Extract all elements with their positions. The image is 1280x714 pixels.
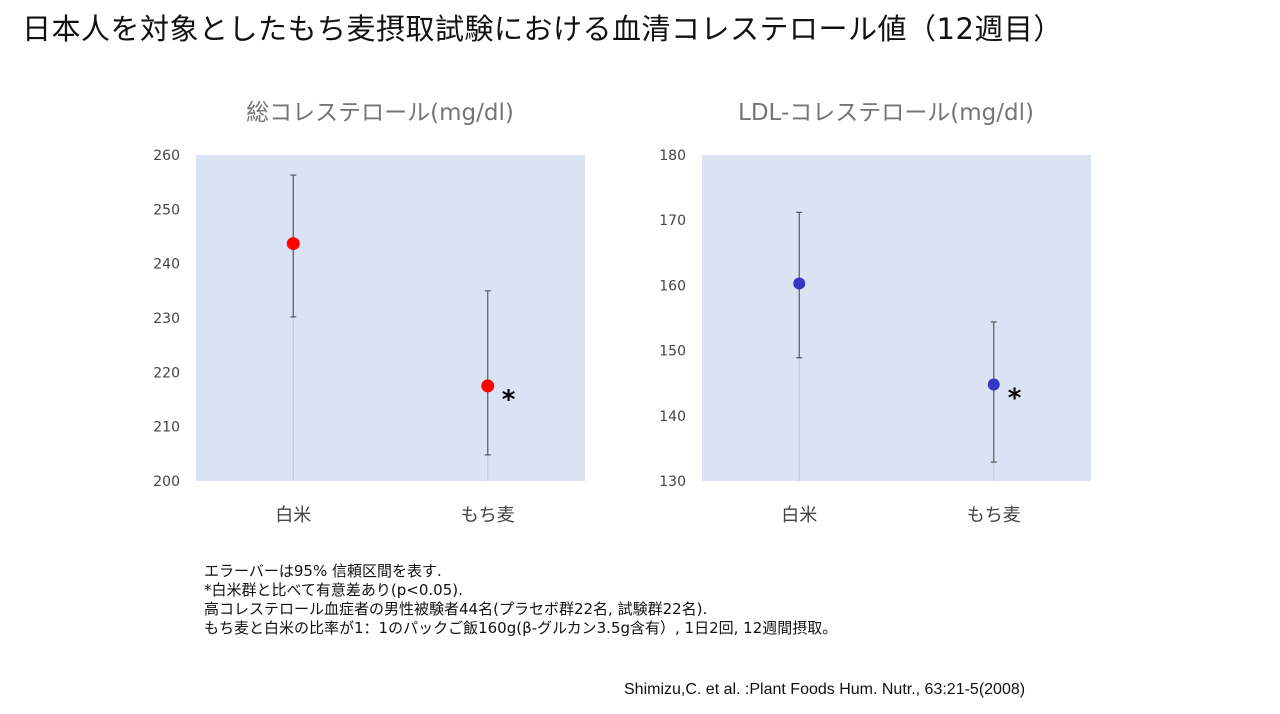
significance-marker: * [502, 385, 516, 415]
y-tick-label: 220 [153, 365, 180, 381]
page-title: 日本人を対象としたもち麦摂取試験における血清コレステロール値（12週目） [22, 12, 1063, 46]
significance-marker: * [1008, 384, 1022, 414]
citation: Shimizu,C. et al. :Plant Foods Hum. Nutr… [624, 681, 1026, 698]
y-tick-label: 150 [659, 344, 686, 360]
y-tick-label: 170 [659, 213, 686, 229]
data-point [987, 378, 1000, 391]
footnote-intake: もち麦と白米の比率が1：1のパックご飯160g(β-グルカン3.5g含有）, 1… [204, 619, 838, 637]
footnote-subjects: 高コレステロール血症者の男性被験者44名(プラセボ群22名, 試験群22名). [204, 600, 708, 618]
data-point [793, 277, 806, 290]
y-tick-label: 240 [153, 257, 180, 273]
ldl-cholesterol-chart: LDL-コレステロール(mg/dl) 130 140 150 160 170 180 白米 もち… [659, 100, 1091, 526]
footnote-error-bar: エラーバーは95% 信頼区間を表す. [204, 562, 442, 580]
y-tick-label: 200 [153, 474, 180, 490]
x-category-label: 白米 [781, 505, 817, 526]
total-cholesterol-chart: 総コレステロール(mg/dl) 200 210 220 230 240 250 260 白米 もち… [153, 100, 585, 526]
y-tick-label: 160 [659, 278, 686, 294]
y-tick-label: 140 [659, 409, 686, 425]
x-category-label: もち麦 [967, 505, 1021, 526]
y-tick-label: 250 [153, 202, 180, 218]
plot-area [702, 155, 1091, 481]
footnote-significance: *白米群と比べて有意差あり(p<0.05). [204, 581, 463, 599]
footnotes: エラーバーは95% 信頼区間を表す. *白米群と比べて有意差あり(p<0.05)… [204, 562, 837, 638]
y-tick-label: 230 [153, 311, 180, 327]
y-tick-label: 180 [659, 148, 686, 164]
chart-title: 総コレステロール(mg/dl) [246, 100, 514, 126]
y-tick-label: 210 [153, 420, 180, 436]
data-point [481, 379, 495, 393]
x-category-label: 白米 [275, 505, 311, 526]
x-category-label: もち麦 [461, 505, 515, 526]
chart-title: LDL-コレステロール(mg/dl) [738, 100, 1034, 126]
y-tick-label: 130 [659, 474, 686, 490]
y-tick-label: 260 [153, 148, 180, 164]
plot-area [196, 155, 585, 481]
data-point [286, 237, 300, 251]
